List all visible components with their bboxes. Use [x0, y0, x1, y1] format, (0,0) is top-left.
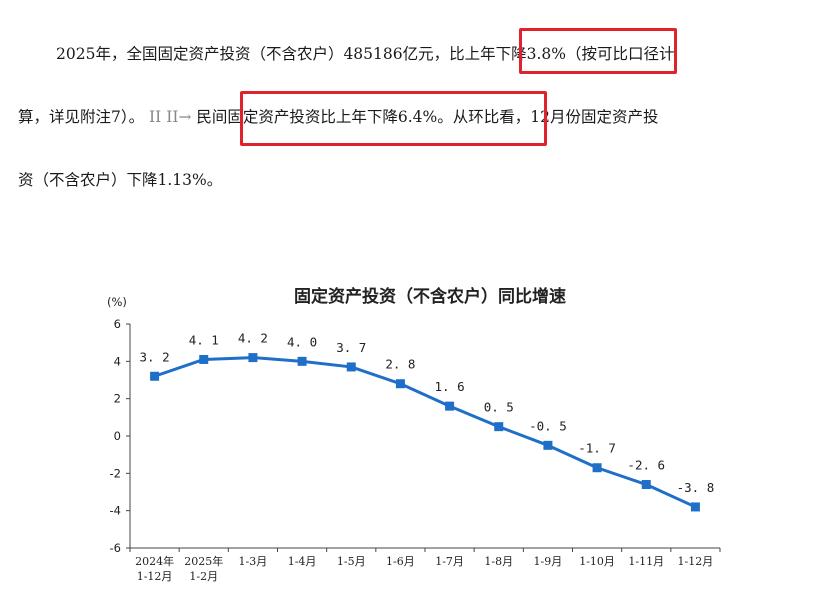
x-tick-label: 2025年: [184, 554, 223, 568]
data-label: -3. 8: [677, 480, 715, 495]
chart-title: 固定资产投资（不含农户）同比增速: [294, 286, 566, 307]
x-tick-label: 1-4月: [288, 555, 317, 568]
data-label: 3. 7: [336, 340, 366, 355]
data-point: [445, 401, 455, 411]
line-chart: 固定资产投资（不含农户）同比增速 (%) 6 4 2 0 -2 -4 -6 2024年 1-1…: [107, 286, 721, 583]
x-axis: 2024年 1-12月 2025年 1-2月 1-3月 1-4月 1-5月 1-6月 1-7月 1…: [129, 547, 721, 583]
y-tick-label: -4: [110, 504, 121, 518]
data-point: [346, 362, 356, 372]
article-text: （按可比口径计: [566, 45, 675, 63]
data-point: [641, 480, 651, 490]
data-label: -0. 5: [529, 418, 567, 433]
y-axis-unit: (%): [107, 295, 127, 309]
data-point: [494, 422, 504, 432]
y-tick-label: 6: [114, 317, 121, 331]
article-text: 算，详见附注7）。: [18, 108, 145, 126]
article-text-fragment: ⅠⅠ ⅠⅠ→: [144, 108, 197, 126]
data-point: [592, 463, 602, 473]
article-line-2: 算，详见附注7）。 ⅠⅠ ⅠⅠ→ 民间固定资产投资比上年下降6.4%。从环比看，…: [18, 105, 818, 127]
highlighted-text-decline: 比上年下降3.8%: [449, 45, 567, 63]
y-axis: 6 4 2 0 -2 -4 -6: [110, 317, 131, 555]
x-tick-label: 1-5月: [337, 555, 366, 568]
x-tick-label: 1-6月: [386, 555, 415, 568]
y-tick-label: -6: [110, 541, 121, 555]
article-line-3: 资（不含农户）下降1.13%。: [18, 168, 818, 190]
data-label: 4. 2: [238, 331, 268, 346]
data-label: 0. 5: [484, 400, 514, 415]
x-tick-label: 1-12月: [678, 555, 714, 568]
article-line-1: 2025年，全国固定资产投资（不含农户）485186亿元，比上年下降3.8%（按…: [18, 42, 818, 64]
y-tick-label: 4: [114, 354, 121, 368]
series-investment-growth: 3. 2 4. 1 4. 2 4. 0 3. 7 2. 8 1. 6 0. 5 -0. 5 -1.…: [140, 331, 715, 512]
data-label: 4. 1: [189, 332, 219, 347]
y-tick-label: -2: [110, 466, 121, 480]
x-tick-label: 1-7月: [435, 555, 464, 568]
article-text: 从环比看，12月份固定资产投: [452, 108, 659, 126]
data-point: [199, 354, 209, 364]
data-label: 1. 6: [435, 379, 465, 394]
article-text: 2025年，全国固定资产投资（不含农户）485186亿元，: [56, 45, 450, 63]
x-tick-label: 1-11月: [628, 555, 664, 568]
x-tick-label: 1-12月: [137, 570, 173, 583]
x-tick-label: 1-8月: [484, 555, 513, 568]
highlight-box-total-decline: [519, 28, 677, 74]
y-tick-label: 2: [114, 392, 121, 406]
series-line: [154, 356, 697, 509]
data-label: 4. 0: [287, 334, 317, 349]
x-tick-label: 1-2月: [189, 570, 218, 583]
x-tick-label: 1-9月: [534, 555, 563, 568]
data-label: 3. 2: [140, 349, 170, 364]
data-point: [690, 502, 700, 512]
highlighted-text-private-decline: 民间固定资产投资比上年下降6.4%。: [196, 108, 453, 126]
x-tick-label: 1-3月: [239, 555, 268, 568]
highlight-box-private-decline: [240, 91, 547, 146]
data-point: [150, 371, 160, 381]
y-tick-label: 0: [114, 429, 121, 443]
x-tick-label: 1-10月: [579, 555, 615, 568]
data-label: -1. 7: [578, 441, 616, 456]
data-point: [543, 440, 553, 450]
data-label: -2. 6: [627, 458, 665, 473]
x-tick-label: 2024年: [135, 554, 174, 568]
article-text: 资（不含农户）下降1.13%。: [18, 171, 223, 189]
data-point: [395, 379, 405, 389]
data-label: 2. 8: [385, 357, 415, 372]
data-point: [248, 353, 258, 363]
data-point: [297, 356, 307, 366]
